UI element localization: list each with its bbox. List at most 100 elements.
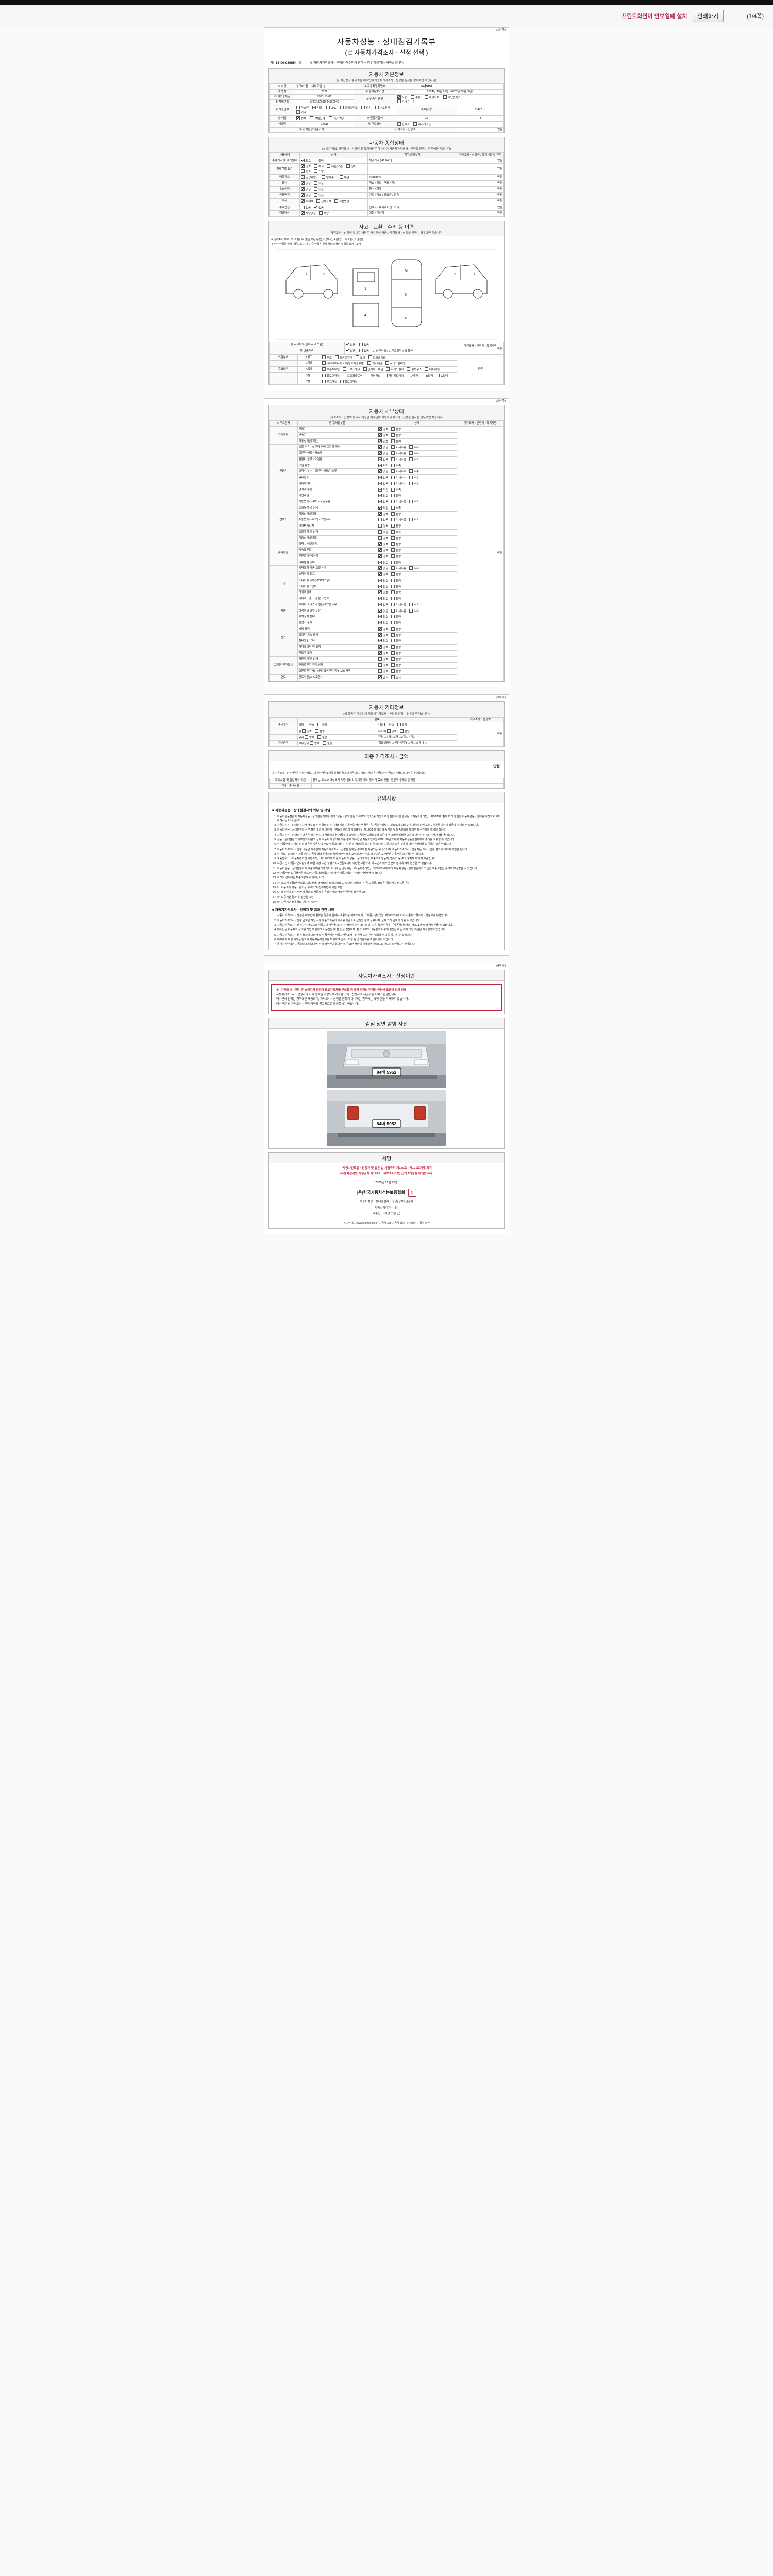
detail-1-6-opt-1[interactable]: 미세누수: [391, 481, 406, 486]
detail-1-4-opt-1[interactable]: 미세누수: [391, 469, 406, 474]
detail-2-3-opt-2[interactable]: 누유: [409, 518, 419, 522]
checkbox-icon[interactable]: [314, 187, 318, 191]
checkbox-icon[interactable]: [425, 367, 429, 371]
checkbox-icon[interactable]: [391, 494, 395, 498]
detail-5-0-opt-2[interactable]: 누유: [409, 602, 419, 607]
checkbox-icon[interactable]: [378, 494, 382, 498]
checkbox-icon[interactable]: [321, 175, 325, 179]
accident-part-3-opt-1[interactable]: 트렁크플로어: [342, 373, 363, 378]
other-a-1-opt-1[interactable]: 불량: [314, 729, 325, 734]
checkbox-icon[interactable]: [378, 542, 382, 546]
detail-1-7-opt-1[interactable]: 부족: [391, 487, 401, 493]
accident-part-0-opt-3[interactable]: 트렁크리드: [368, 355, 386, 360]
checkbox-icon[interactable]: [397, 122, 401, 126]
checkbox-icon[interactable]: [383, 373, 388, 377]
detail-7-2-opt-1[interactable]: 불량: [391, 669, 401, 674]
detail-1-3-opt-1[interactable]: 부족: [391, 463, 401, 468]
checkbox-icon[interactable]: [399, 729, 404, 733]
checkbox-icon[interactable]: [322, 373, 326, 377]
detail-4-0-opt-1[interactable]: 미세누유: [391, 566, 406, 571]
checkbox-icon[interactable]: [378, 597, 382, 600]
checkbox-icon[interactable]: [314, 158, 318, 162]
detail-1-4-opt-2[interactable]: 누수: [409, 469, 419, 474]
detail-1-0-opt-2[interactable]: 누유: [409, 445, 419, 450]
checkbox-icon[interactable]: [314, 729, 318, 733]
detail-5-1-opt-2[interactable]: 누유: [409, 608, 419, 614]
detail-4-1-opt-0[interactable]: 양호: [378, 572, 388, 577]
detail-2-3-opt-1[interactable]: 미세누유: [391, 518, 406, 522]
checkbox-icon[interactable]: [361, 106, 365, 109]
checkbox-icon[interactable]: [391, 542, 395, 546]
checkbox-icon[interactable]: [317, 735, 321, 739]
checkbox-icon[interactable]: [301, 164, 305, 168]
detail-0-2-opt-0[interactable]: 양호: [378, 439, 388, 444]
fuel-opt-6[interactable]: 기타: [296, 110, 306, 115]
checkbox-icon[interactable]: [365, 373, 369, 377]
accident-part-4-opt-0[interactable]: 루프패널: [322, 379, 337, 384]
accident-part-2-opt-3[interactable]: 사이드멤버: [386, 367, 404, 372]
checkbox-icon[interactable]: [378, 536, 382, 540]
accident-part-2-opt-4[interactable]: 휠하우스: [407, 367, 422, 372]
detail-6-1-opt-1[interactable]: 불량: [391, 626, 401, 632]
checkbox-icon[interactable]: [391, 463, 395, 467]
accident-part-3-opt-6[interactable]: C필러: [436, 373, 448, 378]
detail-4-0-opt-0[interactable]: 없음: [378, 566, 388, 571]
accident-part-1-opt-2[interactable]: 사이드실패널: [385, 361, 406, 366]
checkbox-icon[interactable]: [391, 572, 395, 576]
detail-2-5-opt-1[interactable]: 부족: [391, 530, 401, 535]
checkbox-icon[interactable]: [296, 106, 300, 109]
checkbox-icon[interactable]: [346, 164, 350, 168]
detail-1-2-opt-0[interactable]: 없음: [378, 457, 388, 462]
checkbox-icon[interactable]: [378, 512, 382, 516]
checkbox-icon[interactable]: [340, 106, 344, 109]
checkbox-icon[interactable]: [322, 367, 326, 371]
checkbox-icon[interactable]: [409, 469, 413, 473]
accident-part-3-opt-2[interactable]: 리어패널: [365, 373, 381, 378]
accident-opt-yes[interactable]: 있음: [359, 343, 369, 347]
checkbox-icon[interactable]: [309, 741, 313, 745]
detail-5-2-opt-0[interactable]: 양호: [378, 615, 388, 619]
checkbox-icon[interactable]: [301, 199, 305, 203]
checkbox-icon[interactable]: [378, 651, 382, 655]
other-b-1-opt-1[interactable]: 불량: [399, 729, 410, 734]
other-a-0-opt-1[interactable]: 불량: [317, 723, 327, 727]
checkbox-icon[interactable]: [301, 187, 305, 191]
checkbox-icon[interactable]: [363, 367, 367, 371]
checkbox-icon[interactable]: [391, 518, 395, 522]
detail-4-2-opt-1[interactable]: 불량: [391, 578, 401, 583]
checkbox-icon[interactable]: [391, 487, 395, 492]
checkbox-icon[interactable]: [314, 169, 318, 173]
checkbox-icon[interactable]: [391, 590, 395, 595]
detail-2-5-opt-0[interactable]: 적정: [378, 530, 388, 535]
checkbox-icon[interactable]: [335, 355, 339, 359]
checkbox-icon[interactable]: [378, 500, 382, 503]
detail-1-1-opt-0[interactable]: 없음: [378, 451, 388, 456]
checkbox-icon[interactable]: [407, 367, 411, 371]
checkbox-icon[interactable]: [391, 645, 395, 649]
checkbox-icon[interactable]: [409, 500, 413, 503]
checkbox-icon[interactable]: [378, 427, 382, 431]
detail-1-8-opt-1[interactable]: 불량: [391, 494, 401, 498]
checkbox-icon[interactable]: [397, 95, 401, 99]
checkbox-icon[interactable]: [378, 639, 382, 643]
color-opt-1[interactable]: 전체도색: [310, 116, 325, 121]
checkbox-icon[interactable]: [328, 116, 332, 120]
checkbox-icon[interactable]: [367, 361, 372, 365]
detail-4-4-opt-1[interactable]: 불량: [391, 590, 401, 595]
checkbox-icon[interactable]: [391, 597, 395, 600]
checkbox-icon[interactable]: [378, 566, 382, 570]
checkbox-icon[interactable]: [391, 427, 395, 431]
detail-1-8-opt-0[interactable]: 양호: [378, 494, 388, 498]
other-b-1-opt-0[interactable]: 양호: [386, 729, 397, 734]
detail-1-0-opt-1[interactable]: 미세누유: [391, 445, 406, 450]
overall-4-opt-0[interactable]: 없음: [301, 187, 311, 192]
checkbox-icon[interactable]: [391, 445, 395, 449]
checkbox-icon[interactable]: [378, 469, 382, 473]
overall-1-opt-4[interactable]: 변조: [301, 169, 311, 174]
detail-0-1-opt-0[interactable]: 양호: [378, 433, 388, 438]
overall-7-opt-1[interactable]: 있음: [314, 205, 324, 210]
detail-3-2-opt-0[interactable]: 양호: [378, 554, 388, 559]
overall-4-opt-1[interactable]: 있음: [314, 187, 324, 192]
checkbox-icon[interactable]: [359, 348, 363, 352]
checkbox-icon[interactable]: [305, 723, 309, 727]
